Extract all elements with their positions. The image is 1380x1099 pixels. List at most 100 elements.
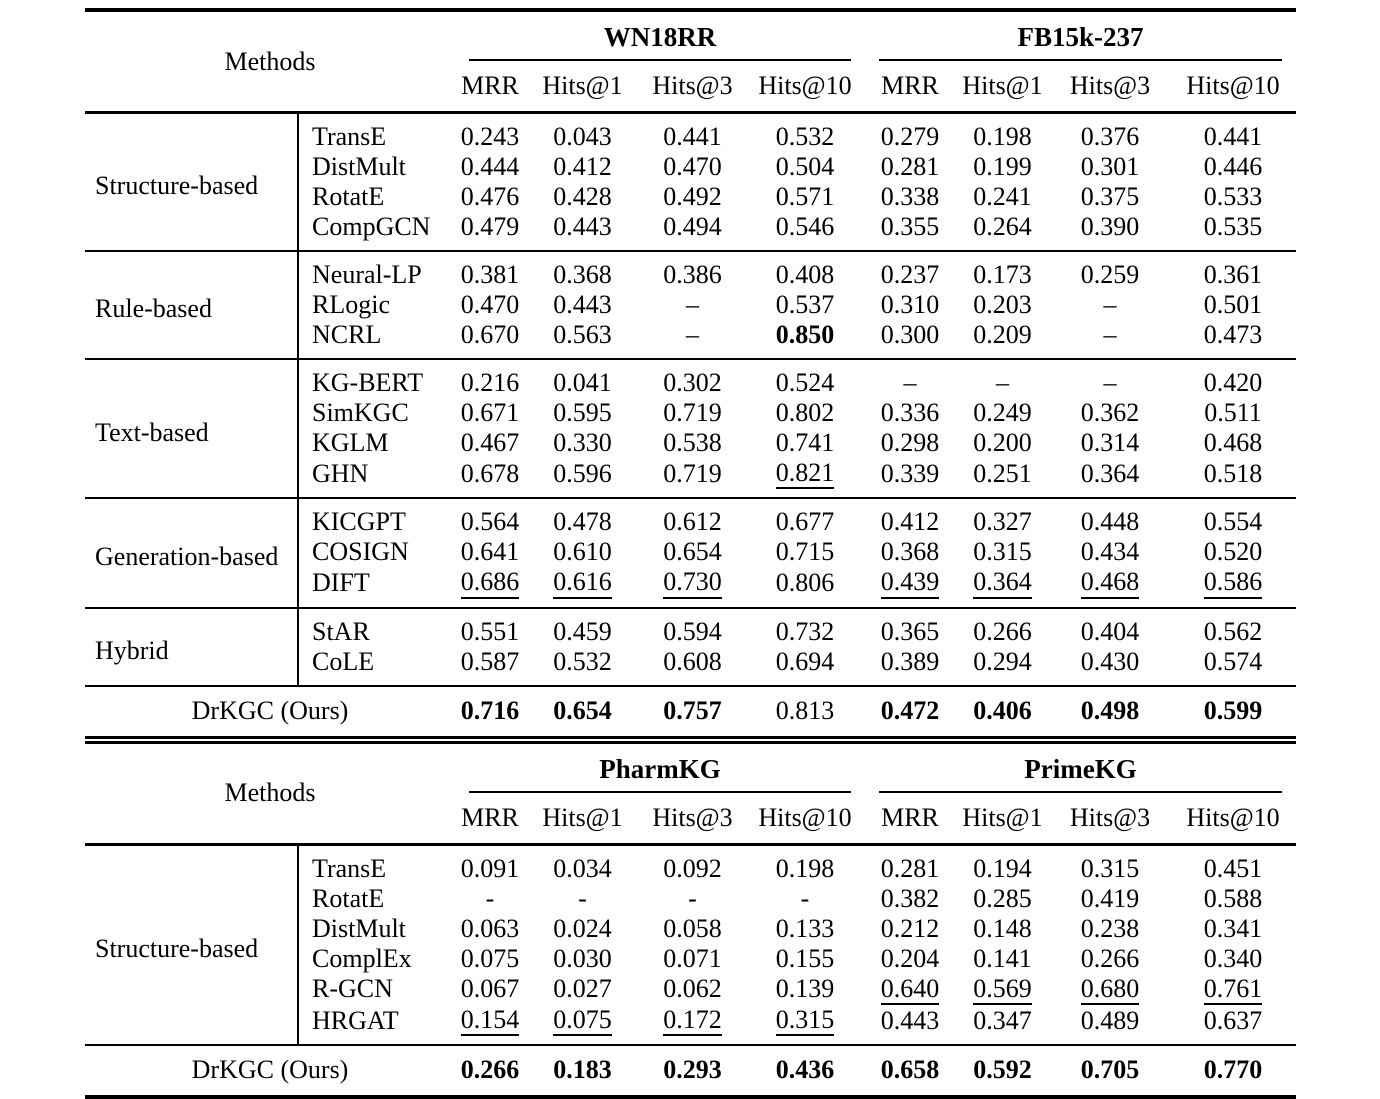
metric-value-text: 0.574 xyxy=(1203,646,1263,676)
metric-value-text: 0.467 xyxy=(460,428,520,457)
metric-value: 0.075 xyxy=(455,944,525,974)
metric-value: 0.443 xyxy=(525,290,640,320)
metric-value: 0.041 xyxy=(525,359,640,398)
metric-value-text: 0.279 xyxy=(880,122,940,151)
metric-value: 0.281 xyxy=(865,844,955,884)
metric-value: 0.587 xyxy=(455,647,525,686)
metric-value-text: 0.243 xyxy=(460,122,520,151)
metric-value-text: 0.802 xyxy=(775,398,835,427)
metric-value-text: 0.501 xyxy=(1203,290,1263,319)
method-name: KGLM xyxy=(297,428,455,458)
metric-value: 0.376 xyxy=(1050,113,1170,153)
metric-value: 0.586 xyxy=(1170,567,1296,607)
metric-value-text: 0.198 xyxy=(775,853,835,883)
metric-value: 0.571 xyxy=(745,182,865,212)
metric-value: 0.298 xyxy=(865,428,955,458)
metric-value-text: 0.686 xyxy=(460,568,520,599)
metric-value-text: 0.616 xyxy=(553,568,612,599)
metric-value-text: 0.340 xyxy=(1203,943,1263,973)
metric-value-text: – xyxy=(903,368,917,397)
metric-value: 0.459 xyxy=(525,608,640,647)
metric-value-text: 0.362 xyxy=(1080,398,1140,427)
metric-value: 0.741 xyxy=(745,428,865,458)
metric-value-text: 0.266 xyxy=(973,616,1032,646)
metric-value: 0.198 xyxy=(955,113,1050,153)
metric-value-text: 0.264 xyxy=(973,212,1032,241)
metric-value-text: 0.640 xyxy=(880,974,940,1005)
metric-value-text: 0.537 xyxy=(775,290,835,319)
table-row: RotatE - - - -0.382 0.285 0.419 0.588 xyxy=(85,883,1296,914)
metric-value: 0.670 xyxy=(455,320,525,359)
metric-value-text: 0.281 xyxy=(880,152,940,181)
table-row: DIFT 0.686 0.616 0.730 0.806 0.439 0.364 0.468 0… xyxy=(85,567,1296,608)
method-name: TransE xyxy=(297,112,455,152)
dataset-cmidrule xyxy=(469,59,851,61)
table-row: KGLM 0.467 0.330 0.538 0.741 0.298 0.200 0.314 0… xyxy=(85,428,1296,458)
metric-value: 0.489 xyxy=(1050,1005,1170,1045)
metric-value: 0.616 xyxy=(525,567,640,607)
metric-value-text: 0.569 xyxy=(973,974,1032,1005)
metric-value: – xyxy=(865,359,955,398)
metric-value-text: 0.719 xyxy=(663,398,722,427)
metric-value: 0.640 xyxy=(865,974,955,1005)
method-name: CompGCN xyxy=(297,212,455,251)
metric-value-text: 0.139 xyxy=(775,974,835,1004)
metric-value: 0.588 xyxy=(1170,884,1296,914)
metric-value-text: 0.538 xyxy=(663,428,722,457)
metric-value-text: 0.030 xyxy=(553,943,612,973)
metric-value-text: 0.459 xyxy=(553,616,612,646)
metric-value: 0.686 xyxy=(455,567,525,607)
metric-value-text: 0.492 xyxy=(663,182,722,211)
dataset-name: WN18RR xyxy=(603,22,717,52)
table-header: Methods PharmKG PrimeKG MRR Hits@1 Hits@3 Hits… xyxy=(85,742,1297,845)
metric-value-text: 0.719 xyxy=(663,458,722,488)
metric-value: – xyxy=(640,320,745,359)
metric-value-text: 0.443 xyxy=(880,1005,940,1035)
metric-value: 0.472 xyxy=(865,686,955,738)
metric-value: 0.315 xyxy=(1050,844,1170,884)
metric-value-text: – xyxy=(1103,290,1117,319)
metric-value-text: 0.564 xyxy=(460,507,520,537)
metric-value: 0.200 xyxy=(955,428,1050,458)
metric-value: – xyxy=(955,359,1050,398)
metric-value-text: 0.468 xyxy=(1080,568,1140,599)
metric-value: 0.043 xyxy=(525,113,640,153)
metric-value-text: 0.532 xyxy=(553,646,612,676)
metric-value-text: 0.813 xyxy=(775,695,835,725)
metric-value: 0.498 xyxy=(1050,686,1170,738)
method-name: DistMult xyxy=(297,152,455,182)
table-row: Text-based KG-BERT 0.216 0.041 0.302 0.524 – – –… xyxy=(85,359,1296,447)
metric-value: 0.658 xyxy=(865,1045,955,1097)
metric-value-text: 0.850 xyxy=(775,320,835,349)
metric-value-text: 0.594 xyxy=(663,616,722,646)
metric-value: 0.494 xyxy=(640,212,745,251)
method-name: DIFT xyxy=(297,567,455,608)
table-row: RotatE 0.476 0.428 0.492 0.571 0.338 0.241 0.37… xyxy=(85,182,1296,212)
metric-value: 0.468 xyxy=(1050,567,1170,607)
metric-value-text: 0.446 xyxy=(1203,152,1263,181)
metric-value: – xyxy=(640,290,745,320)
table-row: CoLE 0.587 0.532 0.608 0.694 0.389 0.294 0.430 0… xyxy=(85,646,1296,686)
method-name: GHN xyxy=(297,458,455,499)
method-name: R-GCN xyxy=(297,973,455,1005)
metric-value: 0.599 xyxy=(1170,686,1296,738)
metric-value-text: 0.199 xyxy=(973,152,1032,181)
header-row-metrics: MRR Hits@1 Hits@3 Hits@10 MRR Hits@1 Hits@3 Hit… xyxy=(85,61,1296,113)
metric-value: 0.446 xyxy=(1170,152,1296,182)
metric-value: 0.241 xyxy=(955,182,1050,212)
metric-value-text: 0.732 xyxy=(775,616,835,646)
metric-value-text: 0.285 xyxy=(973,883,1032,913)
metric-value: 0.412 xyxy=(865,498,955,537)
metric-value: 0.524 xyxy=(745,359,865,398)
metric-value: 0.441 xyxy=(640,113,745,153)
metric-value: 0.238 xyxy=(1050,914,1170,944)
metric-value: 0.677 xyxy=(745,498,865,537)
method-group-section: Text-based KG-BERT 0.216 0.041 0.302 0.524 – – –… xyxy=(85,359,1297,499)
metric-value: 0.595 xyxy=(525,398,640,428)
metric-value-text: 0.336 xyxy=(880,398,940,427)
metric-value-text: – xyxy=(686,320,699,349)
metric-value: 0.141 xyxy=(955,944,1050,974)
metric-value-text: 0.148 xyxy=(973,913,1032,943)
metric-value-text: 0.677 xyxy=(775,507,835,537)
metric-value: 0.390 xyxy=(1050,212,1170,251)
